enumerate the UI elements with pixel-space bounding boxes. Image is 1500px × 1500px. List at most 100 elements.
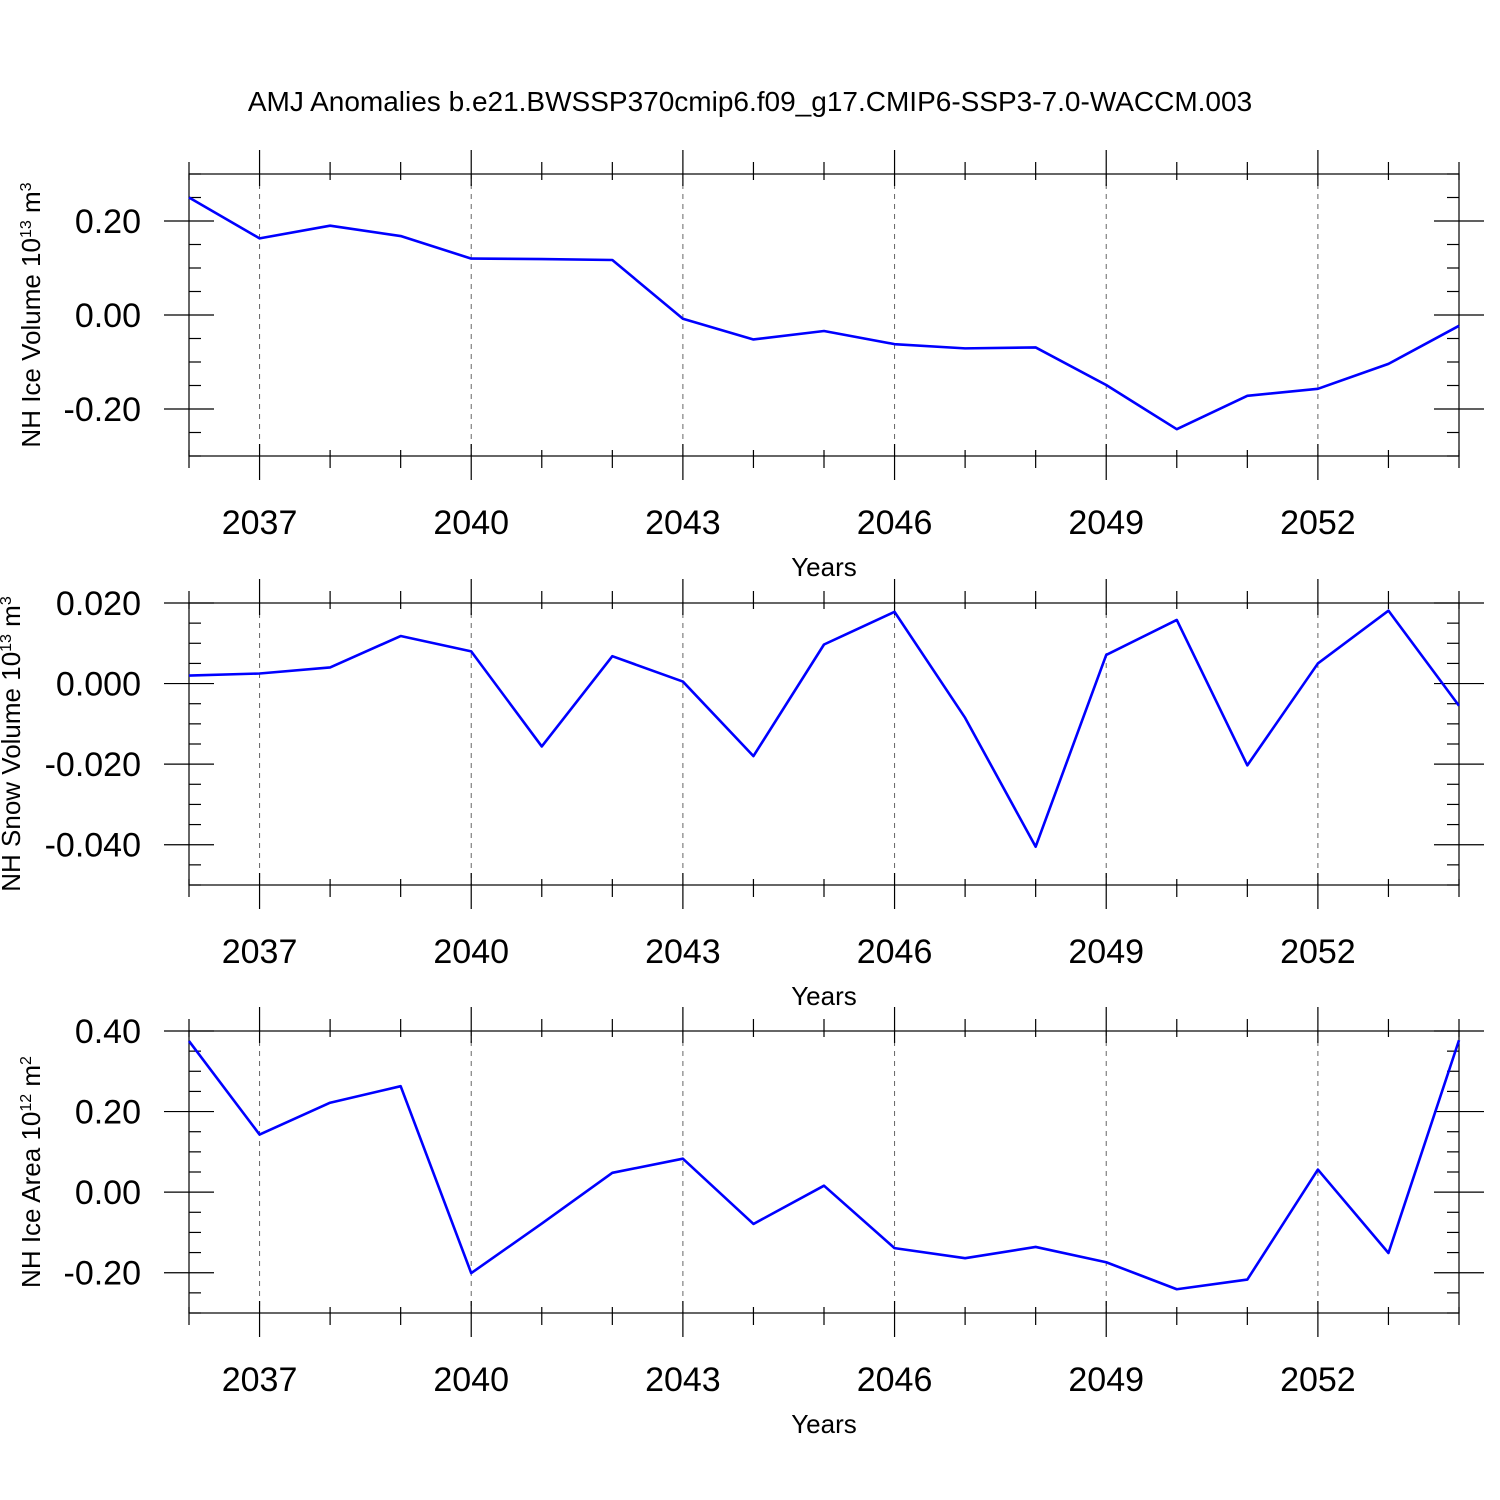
data-point bbox=[469, 257, 473, 261]
x-tick-label: 2049 bbox=[1068, 504, 1144, 542]
data-point bbox=[1175, 1287, 1179, 1291]
plot-frame bbox=[188, 173, 1460, 457]
data-point bbox=[540, 1222, 544, 1226]
y-axis-label-superscript: 13 bbox=[18, 220, 35, 238]
x-tick-label: 2043 bbox=[645, 933, 721, 971]
data-point bbox=[540, 257, 544, 261]
x-tick-label: 2049 bbox=[1068, 933, 1144, 971]
data-point bbox=[610, 654, 614, 658]
data-point bbox=[469, 1271, 473, 1275]
data-point bbox=[1386, 609, 1390, 613]
data-point bbox=[1034, 1245, 1038, 1249]
plot-frame bbox=[188, 602, 1460, 886]
data-point bbox=[893, 342, 897, 346]
data-series-line bbox=[187, 1039, 1461, 1291]
y-axis-label-text: m bbox=[0, 605, 26, 634]
y-tick-label: -0.20 bbox=[64, 1255, 142, 1293]
y-axis-label-text: NH Ice Area 10 bbox=[16, 1112, 46, 1288]
data-point bbox=[1034, 845, 1038, 849]
data-point bbox=[893, 1246, 897, 1250]
x-tick-label: 2040 bbox=[433, 933, 509, 971]
chart-panel-1: -0.20 0.00 0.20 2037 2040 2043 2046 2049 2052 Yea… bbox=[16, 150, 1484, 582]
y-axis-label-superscript: 13 bbox=[0, 634, 15, 652]
x-axis-label: Years bbox=[791, 1409, 857, 1439]
data-point bbox=[1316, 661, 1320, 665]
data-point bbox=[258, 236, 262, 240]
data-point bbox=[681, 680, 685, 684]
data-point bbox=[1386, 362, 1390, 366]
data-point bbox=[751, 1222, 755, 1226]
data-point bbox=[1457, 704, 1461, 708]
x-tick-label: 2037 bbox=[222, 504, 298, 542]
data-point bbox=[681, 1157, 685, 1161]
data-point bbox=[187, 196, 191, 200]
data-point bbox=[1245, 1278, 1249, 1282]
data-point bbox=[1316, 1168, 1320, 1172]
y-tick-label: 0.20 bbox=[75, 1094, 141, 1132]
y-axis-label: NH Ice Area 1012 m2 bbox=[16, 1056, 46, 1288]
data-point bbox=[822, 642, 826, 646]
data-series-line bbox=[188, 196, 1460, 431]
x-tick-label: 2052 bbox=[1280, 933, 1356, 971]
data-point bbox=[399, 634, 403, 638]
data-point bbox=[399, 234, 403, 238]
x-tick-label: 2046 bbox=[857, 504, 933, 542]
data-series-line bbox=[188, 609, 1461, 849]
y-tick-label: 0.020 bbox=[56, 585, 141, 623]
data-point bbox=[1104, 1260, 1108, 1264]
y-axis-label-superscript: 12 bbox=[18, 1094, 35, 1112]
data-point bbox=[1316, 387, 1320, 391]
data-point bbox=[1175, 427, 1179, 431]
x-tick-label: 2043 bbox=[645, 1361, 721, 1399]
data-point bbox=[187, 1039, 191, 1043]
y-tick-label: -0.040 bbox=[45, 827, 141, 865]
data-point bbox=[963, 346, 967, 350]
y-axis-label-superscript: 3 bbox=[18, 182, 35, 191]
x-tick-label: 2037 bbox=[222, 933, 298, 971]
data-point bbox=[1245, 763, 1249, 767]
data-point bbox=[328, 665, 332, 669]
y-tick-label: 0.00 bbox=[75, 1174, 141, 1212]
data-point bbox=[963, 1256, 967, 1260]
y-tick-label: 0.000 bbox=[56, 666, 141, 704]
data-point bbox=[751, 337, 755, 341]
data-point bbox=[187, 674, 191, 678]
x-tick-label: 2052 bbox=[1280, 504, 1356, 542]
data-point bbox=[681, 317, 685, 321]
plot-frame bbox=[188, 1030, 1460, 1314]
y-tick-label: -0.020 bbox=[45, 746, 141, 784]
x-axis-label: Years bbox=[791, 981, 857, 1011]
y-axis-label-superscript: 2 bbox=[18, 1056, 35, 1065]
data-point bbox=[893, 610, 897, 614]
data-point bbox=[1457, 324, 1461, 328]
x-tick-label: 2040 bbox=[433, 1361, 509, 1399]
data-point bbox=[1175, 618, 1179, 622]
data-point bbox=[822, 329, 826, 333]
data-point bbox=[1457, 1038, 1461, 1042]
data-point bbox=[963, 716, 967, 720]
y-axis-label: NH Ice Volume 1013 m3 bbox=[16, 182, 46, 447]
y-tick-label: 0.00 bbox=[75, 297, 141, 335]
x-tick-label: 2049 bbox=[1068, 1361, 1144, 1399]
x-tick-label: 2040 bbox=[433, 504, 509, 542]
y-axis-label-text: m bbox=[16, 191, 46, 220]
y-axis-label-text: m bbox=[16, 1065, 46, 1094]
data-point bbox=[1245, 394, 1249, 398]
data-point bbox=[1386, 1251, 1390, 1255]
data-point bbox=[751, 754, 755, 758]
y-tick-label: 0.40 bbox=[75, 1013, 141, 1051]
data-point bbox=[258, 672, 262, 676]
chart-panel-2: -0.040 -0.020 0.000 0.020 2037 2040 2043 2046 20… bbox=[0, 579, 1484, 1011]
y-axis-label-text: NH Snow Volume 10 bbox=[0, 652, 26, 892]
y-axis-label: NH Snow Volume 1013 m3 bbox=[0, 596, 26, 892]
x-tick-label: 2046 bbox=[857, 1361, 933, 1399]
data-point bbox=[258, 1133, 262, 1137]
data-point bbox=[1104, 653, 1108, 657]
data-point bbox=[469, 649, 473, 653]
y-tick-label: 0.20 bbox=[75, 203, 141, 241]
data-point bbox=[1104, 383, 1108, 387]
chart-panel-3: -0.20 0.00 0.20 0.40 2037 2040 2043 2046 2049 205… bbox=[16, 1007, 1484, 1439]
x-tick-label: 2046 bbox=[857, 933, 933, 971]
y-axis-label-text: NH Ice Volume 10 bbox=[16, 238, 46, 448]
